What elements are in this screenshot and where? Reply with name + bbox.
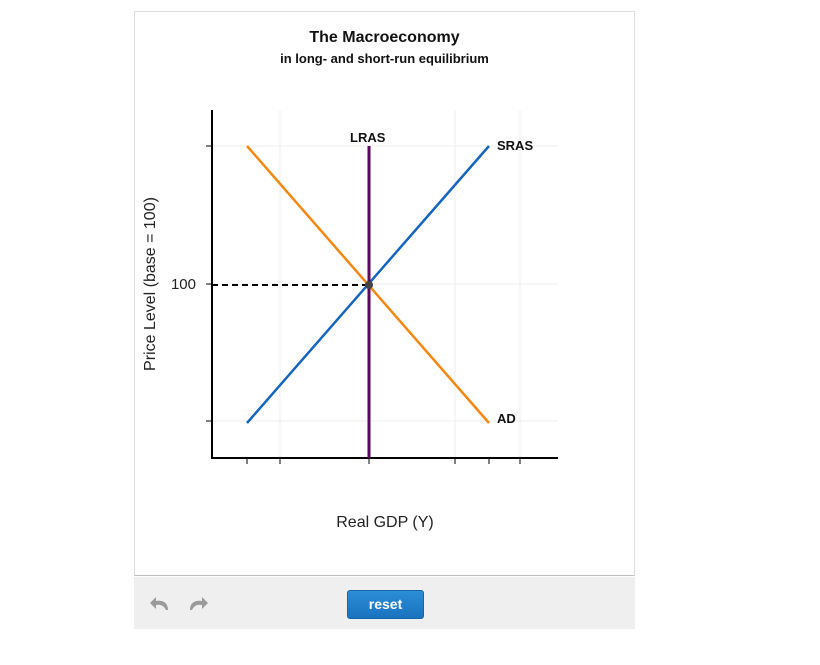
chart-svg: LRAS SRAS AD 100 Real GDP (Y) Price Leve… [142, 110, 558, 531]
sras-label: SRAS [497, 138, 533, 153]
reset-button[interactable]: reset [347, 590, 424, 619]
graph-panel: The Macroeconomy in long- and short-run … [134, 11, 635, 576]
chart-title: The Macroeconomy [309, 29, 460, 46]
grid [212, 110, 558, 458]
undo-arrow-icon[interactable] [148, 594, 174, 614]
equilibrium-point [365, 281, 373, 289]
y-tick-label-100: 100 [171, 276, 196, 293]
y-axis-label: Price Level (base = 100) [142, 197, 159, 371]
toolbar: reset [134, 577, 635, 629]
x-axis-label: Real GDP (Y) [336, 514, 434, 531]
lras-label: LRAS [350, 130, 386, 145]
chart-subtitle: in long- and short-run equilibrium [280, 51, 489, 66]
redo-arrow-icon[interactable] [184, 594, 210, 614]
ad-label: AD [497, 411, 516, 426]
